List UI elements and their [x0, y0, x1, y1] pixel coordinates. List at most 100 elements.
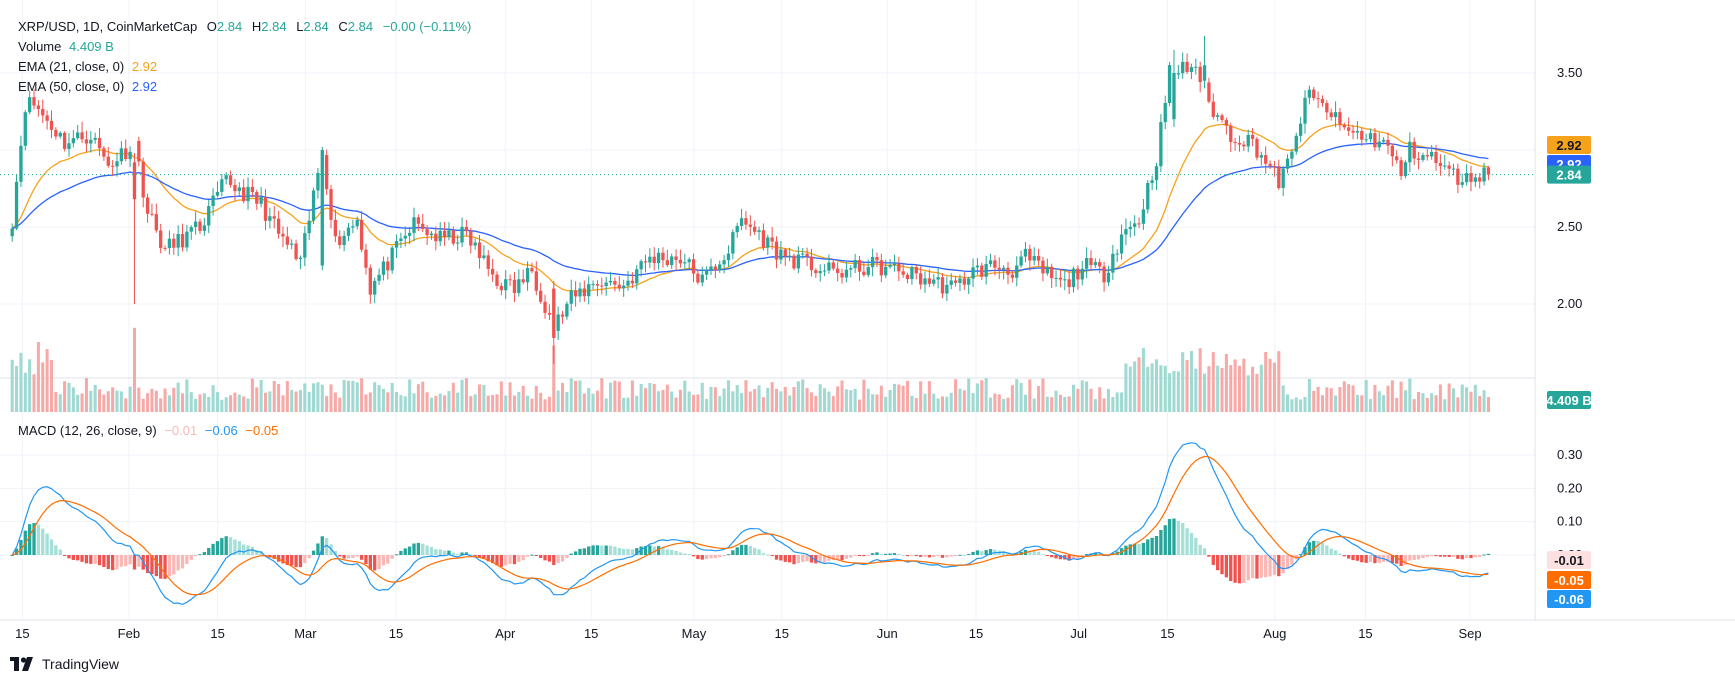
candle-body	[220, 179, 224, 192]
volume-bar	[770, 382, 774, 412]
candle	[106, 146, 110, 168]
candle	[1333, 101, 1338, 128]
ema50-legend[interactable]: EMA (50, close, 0) 2.92	[18, 77, 161, 97]
candle	[311, 187, 316, 225]
volume-bar	[945, 396, 949, 412]
candle	[1041, 256, 1045, 282]
candle	[827, 254, 831, 274]
volume-bar	[949, 392, 953, 412]
macd-histogram-bar	[342, 555, 346, 559]
volume-bar	[1159, 365, 1163, 412]
candle	[735, 222, 739, 238]
candle	[726, 245, 731, 267]
candle	[674, 249, 678, 271]
candle	[115, 152, 119, 177]
macd-histogram-bar	[32, 523, 36, 555]
macd-histogram-bar	[1250, 555, 1255, 579]
macd-histogram-bar	[429, 546, 434, 555]
volume-bar	[1076, 388, 1080, 412]
macd-histogram-bar	[1150, 537, 1154, 555]
volume-legend[interactable]: Volume 4.409 B	[18, 37, 118, 57]
candle	[958, 274, 962, 292]
candle	[281, 226, 285, 248]
candle	[521, 269, 525, 285]
candle	[394, 234, 399, 258]
volume-bar	[906, 380, 910, 412]
candle-body	[263, 196, 268, 221]
volume-bar	[971, 392, 975, 412]
candle	[560, 310, 565, 324]
volume-bar	[316, 382, 320, 412]
volume-bar	[1320, 395, 1325, 412]
volume-bar	[1203, 373, 1207, 412]
volume-bar	[198, 394, 202, 412]
volume-bar	[1150, 363, 1154, 412]
volume-bar	[1246, 375, 1250, 412]
candle	[351, 219, 355, 234]
tradingview-logo[interactable]: TradingView	[10, 656, 119, 672]
candle	[857, 255, 862, 281]
volume-bar	[1032, 398, 1036, 412]
volume-bar	[1102, 398, 1106, 412]
volume-bar	[368, 392, 372, 412]
volume-bar	[766, 387, 770, 412]
ema21-legend[interactable]: EMA (21, close, 0) 2.92	[18, 57, 161, 77]
macd-histogram-bar	[1133, 543, 1137, 555]
symbol-title[interactable]: XRP/USD, 1D, CoinMarketCap	[18, 19, 198, 34]
candle	[1255, 136, 1259, 161]
volume-bar	[1290, 399, 1294, 412]
volume-bar	[255, 387, 259, 412]
candle	[1281, 165, 1285, 197]
candle-body	[827, 262, 831, 271]
candle-body	[49, 120, 54, 130]
candle-body	[399, 238, 403, 241]
volume-bar	[1124, 363, 1128, 412]
macd-histogram-bar	[115, 555, 119, 570]
candle-body	[661, 252, 665, 261]
macd-histogram-bar	[1067, 555, 1071, 561]
candle	[1399, 157, 1403, 181]
candle	[683, 253, 687, 269]
candle	[766, 234, 770, 255]
candle	[1154, 162, 1159, 190]
high-label: H	[251, 19, 262, 34]
candle-body	[1233, 141, 1237, 143]
candle	[490, 258, 495, 283]
macd-histogram-bar	[648, 545, 652, 555]
candle-body	[451, 230, 455, 244]
macd-histogram-bar	[434, 549, 438, 555]
candle	[1084, 247, 1089, 279]
candle	[648, 248, 652, 269]
candle	[1098, 258, 1102, 274]
macd-histogram-bar	[1045, 555, 1049, 556]
candle-body	[333, 219, 338, 237]
candle-body	[678, 259, 683, 264]
volume-bar	[495, 394, 499, 412]
candle-body	[608, 280, 613, 283]
macd-histogram-bar	[945, 555, 949, 558]
macd-legend[interactable]: MACD (12, 26, close, 9) −0.01 −0.06 −0.0…	[18, 421, 282, 441]
candle	[403, 226, 407, 247]
candle-body	[1342, 124, 1346, 128]
candle	[836, 261, 840, 282]
candle-body	[862, 271, 866, 276]
candle-body	[386, 261, 390, 271]
candle	[290, 239, 294, 250]
candle	[539, 282, 543, 304]
macd-histogram-bar	[1084, 554, 1089, 556]
candle-body	[569, 290, 573, 304]
volume-bar	[408, 379, 412, 412]
candle	[1015, 256, 1019, 287]
candle	[14, 174, 19, 231]
macd-histogram-bar	[766, 554, 770, 556]
candle	[93, 132, 97, 144]
time-tick-label: May	[682, 626, 707, 641]
candle-body	[525, 268, 530, 283]
candle	[58, 131, 62, 139]
macd-histogram-bar	[1451, 555, 1456, 557]
candle	[119, 141, 124, 165]
macd-histogram-bar	[1242, 555, 1246, 584]
candle	[1381, 137, 1386, 145]
candle	[124, 139, 128, 162]
